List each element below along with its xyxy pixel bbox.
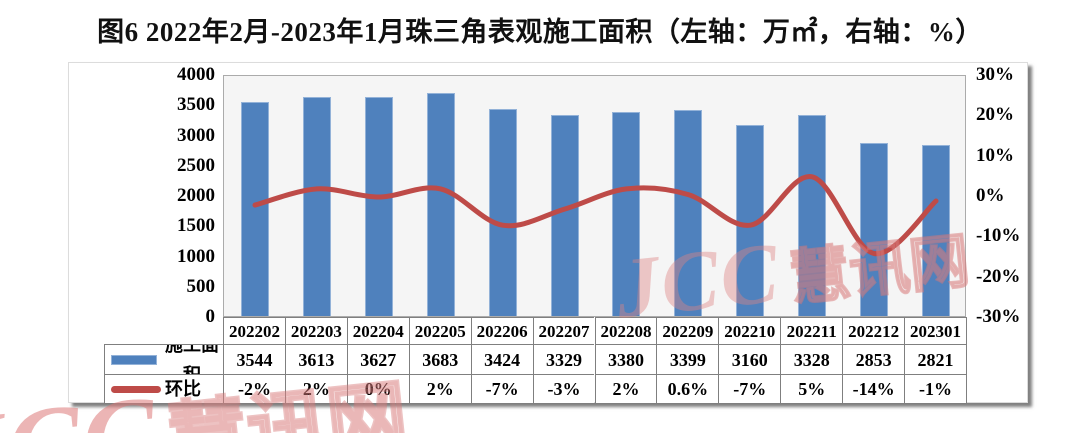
bar-202205 — [426, 93, 455, 316]
left-axis-tick: 2500 — [177, 154, 215, 176]
chart-title: 图6 2022年2月-2023年1月珠三角表观施工面积（左轴：万㎡，右轴：%） — [97, 17, 983, 47]
value-cell-area: 3544 — [223, 344, 285, 374]
right-axis-tick: -10% — [976, 225, 1021, 247]
bar-202208 — [612, 111, 641, 316]
category-cell: 202202 — [223, 317, 285, 344]
line-legend-swatch — [111, 385, 161, 393]
value-cell-area: 3627 — [346, 344, 409, 374]
right-axis-tick: -30% — [976, 306, 1021, 327]
category-cell: 202212 — [842, 317, 905, 344]
value-cell-mom: -14% — [842, 374, 905, 403]
left-axis-tick: 3000 — [177, 124, 215, 146]
table-bottom-edge — [104, 403, 967, 404]
value-cell-area: 2821 — [904, 344, 966, 374]
bar-202301 — [922, 145, 951, 316]
bar-202212 — [860, 143, 889, 316]
bar-202206 — [488, 108, 517, 316]
left-axis-tick: 4000 — [177, 64, 215, 85]
value-cell-mom: -1% — [904, 374, 966, 403]
bar-202203 — [302, 97, 331, 316]
value-cell-mom: 2% — [594, 374, 657, 403]
category-cell: 202209 — [656, 317, 719, 344]
value-cell-area: 3328 — [780, 344, 843, 374]
value-cell-area: 3424 — [470, 344, 533, 374]
bar-202204 — [364, 96, 393, 316]
right-axis-tick: 0% — [976, 185, 1005, 206]
right-axis-tick: -20% — [976, 265, 1021, 287]
line-legend-label: 环比 — [165, 378, 201, 399]
bar-202207 — [550, 114, 579, 316]
category-cell: 202208 — [594, 317, 657, 344]
line-series-path — [252, 174, 939, 257]
value-cell-mom: 2% — [408, 374, 471, 403]
value-cell-mom: -3% — [532, 374, 595, 403]
category-cell: 202205 — [408, 317, 471, 344]
value-cell-area: 2853 — [842, 344, 905, 374]
value-cell-mom: 0% — [346, 374, 409, 403]
left-axis-tick: 1000 — [177, 245, 215, 267]
value-cell-mom: 0.6% — [656, 374, 719, 403]
category-cell: 202210 — [718, 317, 781, 344]
left-axis-tick: 0 — [205, 306, 216, 327]
left-axis-tick: 2000 — [177, 185, 215, 206]
legend-cell-bar-series: 施工面积 — [104, 344, 223, 374]
category-cell: 202203 — [284, 317, 347, 344]
category-cell: 202204 — [346, 317, 409, 344]
right-axis-tick: 30% — [976, 64, 1014, 85]
bar-202202 — [240, 101, 269, 316]
value-cell-area: 3380 — [594, 344, 657, 374]
value-cell-mom: -7% — [718, 374, 781, 403]
category-cell: 202206 — [470, 317, 533, 344]
value-cell-mom: -2% — [223, 374, 285, 403]
legend-cell-line-series: 环比 — [104, 374, 223, 403]
value-cell-area: 3399 — [656, 344, 719, 374]
value-cell-area: 3683 — [408, 344, 471, 374]
bar-202211 — [798, 114, 827, 316]
chart-frame: 4000 3500 3000 2500 2000 1500 1000 500 0 30% 20% 1… — [68, 62, 1028, 404]
left-axis-tick: 3500 — [177, 94, 215, 116]
bar-legend-swatch — [111, 354, 157, 365]
bar-legend-label: 施工面积 — [165, 344, 219, 374]
line-series — [252, 174, 939, 257]
value-cell-mom: 2% — [284, 374, 347, 403]
table-right-edge — [966, 317, 967, 404]
right-axis-tick: 20% — [976, 104, 1014, 126]
value-cell-area: 3613 — [284, 344, 347, 374]
category-cell: 202301 — [904, 317, 966, 344]
value-cell-mom: 5% — [780, 374, 843, 403]
plot-area — [223, 75, 966, 317]
left-axis-tick: 500 — [186, 275, 216, 297]
value-cell-area: 3160 — [718, 344, 781, 374]
value-cell-mom: -7% — [470, 374, 533, 403]
category-cell: 202207 — [532, 317, 595, 344]
right-axis-tick: 10% — [976, 144, 1014, 166]
bar-202209 — [674, 110, 703, 316]
value-cell-area: 3329 — [532, 344, 595, 374]
left-axis-tick: 1500 — [177, 215, 215, 237]
category-cell: 202211 — [780, 317, 843, 344]
